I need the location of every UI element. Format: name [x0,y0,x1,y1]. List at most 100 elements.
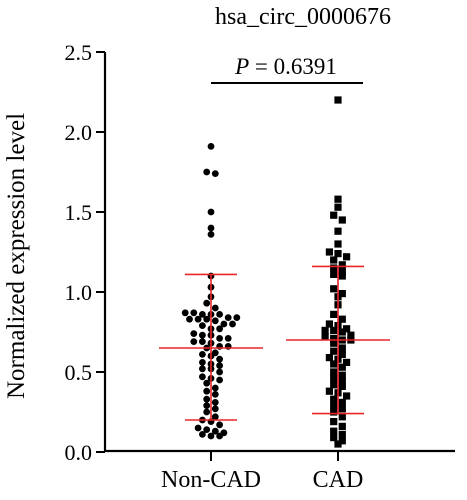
data-point-non-cad [199,373,206,381]
data-point-non-cad [190,309,198,317]
data-point-cad [330,408,338,416]
data-point-cad [338,216,346,224]
data-point-cad [338,430,346,438]
y-tick-label: 2.5 [65,40,93,65]
data-point-non-cad [207,208,215,216]
data-point-non-cad [190,338,198,345]
data-point-non-cad [220,320,228,328]
data-point-cad [343,358,351,366]
data-point-cad [338,350,346,358]
data-point-non-cad [233,314,241,321]
data-point-non-cad [194,315,202,323]
data-point-cad [330,270,338,278]
data-point-cad [334,203,342,211]
data-point-non-cad [207,432,215,440]
data-point-cad [338,344,346,352]
data-point-non-cad [207,143,215,150]
data-point-cad [343,253,351,261]
data-point-cad [334,250,342,258]
p-value-symbol: P [234,54,249,79]
data-point-non-cad [216,362,224,369]
chart-title: hsa_circ_0000676 [215,4,391,30]
x-category-label: CAD [313,467,364,493]
data-point-non-cad [199,431,206,438]
data-point-cad [325,248,333,256]
data-point-cad [325,387,333,395]
data-point-cad [338,382,346,390]
data-point-non-cad [216,355,224,363]
data-point-cad [338,378,346,386]
data-point-cad [338,267,346,275]
data-points [181,96,355,448]
data-point-non-cad [224,335,232,342]
data-point-cad [325,320,333,328]
data-point-non-cad [203,299,211,307]
data-point-cad [330,368,338,376]
data-point-non-cad [207,231,215,238]
data-point-non-cad [211,427,219,435]
data-point-non-cad [190,330,198,337]
data-point-cad [330,326,338,334]
data-point-cad [330,360,338,368]
data-point-non-cad [211,384,219,392]
data-point-cad [343,392,351,400]
data-point-non-cad [216,376,224,384]
data-point-cad [330,211,338,219]
data-point-non-cad [211,399,219,406]
data-point-non-cad [203,168,211,176]
data-point-non-cad [216,325,224,333]
data-point-non-cad [211,170,219,178]
data-point-non-cad [199,322,206,329]
p-value-annotation: P = 0.6391 [234,54,337,79]
data-point-cad [334,240,342,248]
data-point-cad [338,413,346,421]
data-point-non-cad [203,395,211,403]
p-value-text: = 0.6391 [249,54,337,79]
data-point-cad [338,422,346,430]
y-tick-label: 0.5 [65,360,93,385]
data-point-cad [338,328,346,336]
data-point-cad [338,315,346,323]
data-point-cad [330,256,338,264]
x-axis-ticks: Non-CAD CAD [161,452,363,493]
data-point-non-cad [216,421,224,429]
data-point-cad [330,395,338,403]
data-point-cad [338,290,346,298]
data-point-cad [338,398,346,406]
data-point-cad [338,261,346,269]
data-point-cad [338,371,346,379]
data-point-non-cad [199,351,206,358]
data-point-cad [330,381,338,389]
data-point-non-cad [203,426,211,433]
data-point-non-cad [199,331,206,339]
data-point-cad [330,334,338,342]
data-point-non-cad [203,379,211,387]
data-point-non-cad [199,365,206,373]
data-point-cad [334,227,342,235]
data-point-non-cad [224,314,232,321]
data-point-non-cad [216,311,224,318]
data-point-non-cad [229,320,236,328]
y-tick-label: 0.0 [65,440,93,465]
data-point-non-cad [181,309,189,317]
data-point-cad [334,96,342,104]
data-point-non-cad [203,402,211,409]
data-point-non-cad [199,311,206,318]
data-point-cad [338,363,346,371]
data-point-cad [321,333,329,341]
data-point-cad [330,434,338,442]
y-tick-label: 1.0 [65,280,93,305]
data-point-cad [334,440,342,448]
data-point-non-cad [203,387,211,395]
y-axis-label: Normalized expression level [3,113,30,399]
data-point-cad [338,437,346,445]
data-point-cad [334,195,342,203]
data-point-non-cad [186,315,193,323]
data-point-cad [325,354,333,362]
data-point-cad [330,310,338,318]
data-point-cad [338,272,346,280]
data-point-cad [347,331,355,339]
data-point-non-cad [211,391,219,398]
data-point-non-cad [211,317,219,325]
